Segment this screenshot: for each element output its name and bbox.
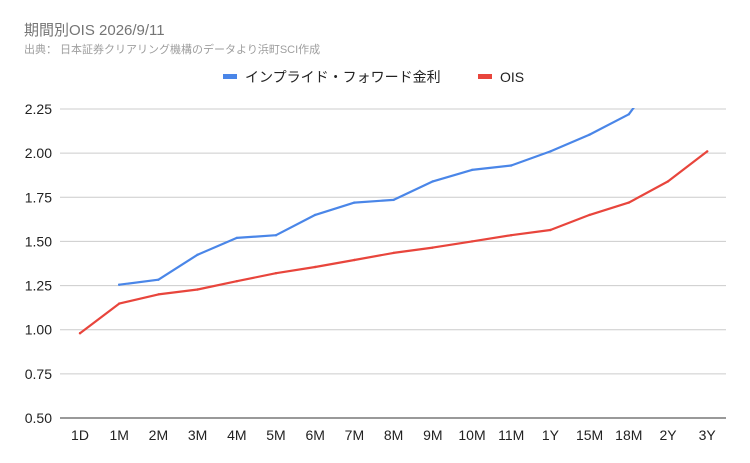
y-tick-label: 1.50 bbox=[25, 233, 52, 249]
x-tick-label: 4M bbox=[227, 427, 246, 443]
data-point bbox=[314, 213, 317, 217]
x-tick-label: 6M bbox=[305, 427, 324, 443]
data-point bbox=[549, 150, 552, 153]
x-tick-label: 1M bbox=[109, 427, 128, 443]
data-point bbox=[314, 265, 317, 269]
legend-item-forward: インプライド・フォワード金利 bbox=[223, 69, 441, 85]
y-tick-label: 1.25 bbox=[25, 278, 52, 294]
data-point bbox=[666, 180, 670, 183]
data-point bbox=[235, 280, 238, 283]
data-point bbox=[470, 240, 474, 243]
x-tick-label: 11M bbox=[498, 427, 524, 443]
data-point bbox=[274, 272, 278, 275]
data-point bbox=[431, 180, 434, 183]
data-point bbox=[667, 60, 669, 62]
data-point bbox=[196, 288, 199, 291]
x-axis-tick-labels: 1D 1M 2M 3M 4M 5M 6M 7M 8M 9M 10M 11M 1Y 15M 18M 2Y 3Y bbox=[71, 427, 716, 443]
data-point bbox=[157, 293, 160, 296]
x-tick-label: 2M bbox=[149, 427, 168, 443]
y-tick-label: 1.00 bbox=[25, 322, 52, 338]
data-point bbox=[235, 236, 238, 240]
data-point bbox=[392, 251, 395, 255]
data-point bbox=[510, 234, 513, 237]
data-point bbox=[157, 278, 160, 281]
data-point bbox=[627, 201, 630, 204]
data-point bbox=[274, 234, 278, 237]
y-axis-tick-labels: 0.50 0.75 1.00 1.25 1.50 1.75 2.00 2.25 bbox=[25, 101, 52, 426]
chart-subtitle: 出典： 日本証券クリアリング機構のデータより浜町SCI作成 bbox=[24, 42, 320, 56]
legend-swatch-forward bbox=[223, 74, 237, 79]
data-point bbox=[706, 150, 709, 153]
data-point bbox=[549, 228, 552, 232]
x-tick-label: 3M bbox=[188, 427, 207, 443]
x-tick-label: 1D bbox=[71, 427, 89, 443]
y-tick-label: 2.25 bbox=[25, 101, 52, 117]
x-tick-label: 2Y bbox=[659, 427, 677, 443]
series-lines bbox=[78, 60, 709, 335]
x-tick-label: 10M bbox=[458, 427, 485, 443]
y-tick-label: 0.50 bbox=[25, 410, 52, 426]
data-point bbox=[510, 164, 513, 167]
data-point bbox=[431, 246, 434, 249]
x-tick-label: 5M bbox=[266, 427, 285, 443]
x-tick-label: 8M bbox=[384, 427, 403, 443]
x-tick-label: 18M bbox=[615, 427, 642, 443]
legend-item-ois: OIS bbox=[478, 69, 524, 85]
data-point bbox=[196, 253, 199, 256]
series-line-ois bbox=[78, 150, 709, 335]
legend-swatch-ois bbox=[478, 74, 492, 79]
data-point bbox=[118, 302, 121, 305]
data-point bbox=[588, 133, 591, 136]
x-tick-label: 9M bbox=[423, 427, 442, 443]
x-tick-label: 1Y bbox=[542, 427, 560, 443]
x-tick-label: 7M bbox=[345, 427, 364, 443]
grid-lines bbox=[60, 108, 726, 419]
data-point bbox=[470, 168, 474, 172]
y-tick-label: 0.75 bbox=[25, 366, 52, 382]
y-tick-label: 1.75 bbox=[25, 189, 52, 205]
x-tick-label: 3Y bbox=[699, 427, 717, 443]
data-point bbox=[78, 332, 82, 335]
data-point bbox=[118, 283, 121, 286]
data-point bbox=[588, 213, 591, 217]
legend-label-ois: OIS bbox=[500, 69, 524, 85]
data-point bbox=[627, 113, 630, 116]
data-point bbox=[353, 201, 356, 204]
chart-title: 期間別OIS 2026/9/11 bbox=[24, 22, 165, 39]
y-tick-label: 2.00 bbox=[25, 145, 52, 161]
legend-label-forward: インプライド・フォワード金利 bbox=[245, 69, 441, 85]
data-point bbox=[392, 198, 395, 202]
x-tick-label: 15M bbox=[576, 427, 603, 443]
data-point bbox=[353, 258, 356, 262]
legend: インプライド・フォワード金利 OIS bbox=[223, 69, 524, 85]
series-line-forward bbox=[118, 108, 635, 286]
